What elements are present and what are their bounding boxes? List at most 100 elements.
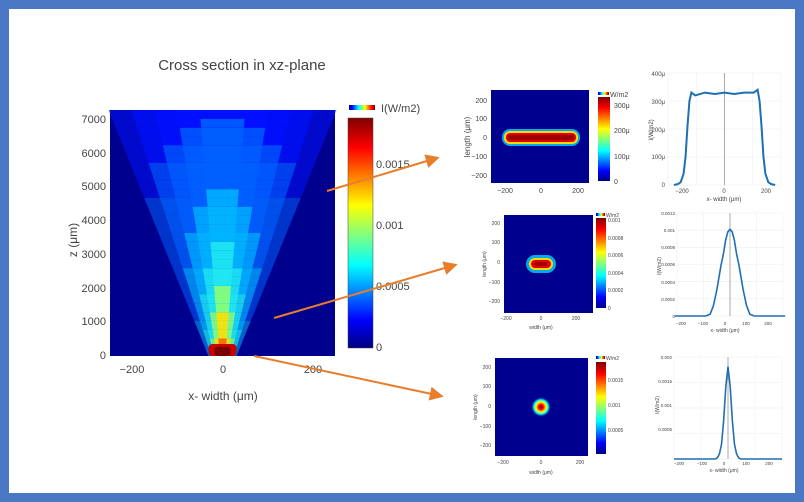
y-tick-label: 0: [100, 350, 106, 362]
x-tick-label: −200: [497, 188, 513, 195]
row2-lineplot: 0.0012 0.001 0.0008 0.0006 0.0004 0.0002…: [657, 211, 786, 334]
arrows: [253, 154, 458, 401]
y-tick-label: 200: [475, 98, 487, 105]
x-axis-title: width (μm): [529, 325, 553, 331]
y-tick-label: 2000: [82, 283, 106, 295]
colorbar-title-swatch: [598, 92, 609, 95]
y-tick-label: 100μ: [652, 155, 666, 161]
y-tick-label: 0: [672, 314, 675, 319]
y-tick-label: 0.001: [661, 403, 673, 408]
heatmap-band: [199, 110, 246, 119]
heatmap-band: [211, 259, 234, 269]
colorbar-tick-label: 100μ: [614, 154, 630, 161]
colorbar-tick-label: 0.0015: [376, 159, 410, 171]
row3-colorbar: [596, 362, 606, 454]
row1-heatmap: 200 100 0 −100 −200 length (μm) −200 0 2…: [463, 90, 630, 195]
heatmap-band: [204, 171, 241, 181]
y-axis-title: z (μm): [66, 223, 80, 257]
row2-heatmap: 200 100 0 −100 −200 length (μm) −200 0 2…: [482, 213, 624, 331]
row1-lineplot: 400μ 300μ 200μ 100μ 0 I(W/m2) −200 0 200…: [649, 72, 782, 203]
x-tick-label: 0: [540, 460, 543, 466]
heatmap-band: [212, 268, 233, 277]
row3-beam-spot: [531, 397, 551, 417]
figure-svg: Cross section in xz-plane 0 1000 2000 30…: [66, 57, 786, 476]
colorbar: [347, 117, 374, 349]
y-tick-label: 0.0004: [661, 280, 675, 285]
colorbar-tick-label: 0.0008: [608, 236, 624, 242]
x-tick-label: −200: [675, 189, 689, 195]
colorbar-tick-label: 200μ: [614, 128, 630, 135]
heatmap-band: [215, 303, 230, 313]
y-tick-label: 0.002: [661, 355, 673, 360]
y-tick-label: 100: [483, 384, 492, 390]
y-tick-label: 0.001: [664, 228, 676, 233]
x-tick-label: −200: [120, 364, 145, 376]
colorbar-tick-label: 0.0004: [608, 271, 624, 277]
y-tick-label: −100: [471, 154, 487, 161]
row2-colorbar: [596, 218, 606, 308]
heatmap-bands: [108, 110, 337, 356]
y-tick-label: 0.0008: [661, 245, 675, 250]
x-tick-label: −100: [697, 461, 708, 466]
colorbar-tick-label: 0: [614, 179, 618, 186]
y-axis-title: I(W/m2): [657, 257, 663, 275]
colorbar-tick-label: 0.001: [608, 403, 621, 409]
row2-profile-line: [674, 228, 786, 317]
heatmap-band: [217, 329, 228, 339]
x-tick-label: −200: [674, 461, 685, 466]
y-tick-label: 0.0005: [658, 427, 672, 432]
colorbar-tick-label: 0.0015: [608, 378, 624, 384]
colorbar-tick-label: 0.0006: [608, 253, 624, 259]
y-tick-label: 0: [497, 260, 500, 266]
row1-beam-peak: [508, 135, 574, 140]
y-tick-label: 0: [483, 135, 487, 142]
x-tick-label: 200: [761, 189, 772, 195]
y-tick-label: 0.0015: [658, 379, 672, 384]
y-axis-title: length (μm): [463, 116, 472, 157]
x-tick-label: −200: [676, 321, 687, 326]
colorbar-tick-label: 0: [608, 306, 611, 312]
heatmap-band: [208, 215, 237, 225]
x-tick-label: 200: [572, 188, 584, 195]
x-tick-label: 100: [742, 461, 750, 466]
y-axis-title: length (μm): [473, 394, 479, 420]
row2-beam-peak: [535, 262, 547, 266]
colorbar-tick-label: 0.0005: [376, 281, 410, 293]
heatmap-band: [200, 118, 245, 128]
colorbar-title: I(W/m2): [381, 103, 420, 115]
y-tick-label: −100: [489, 280, 500, 286]
y-tick-label: 100: [492, 240, 501, 246]
colorbar-title-swatch: [596, 356, 605, 359]
x-tick-label: 0: [220, 364, 226, 376]
x-axis-title: x- width (μm): [188, 389, 258, 403]
heatmap-band: [214, 294, 231, 304]
colorbar-tick-label: 0.0005: [608, 428, 624, 434]
y-tick-label: 300μ: [652, 100, 666, 106]
x-tick-label: 200: [765, 461, 773, 466]
y-tick-label: 200: [483, 365, 492, 371]
x-tick-label: 100: [742, 321, 750, 326]
heatmap-band: [216, 312, 229, 321]
y-tick-label: 0: [488, 404, 491, 410]
source-spot-core: [214, 347, 231, 356]
colorbar-tick-label: 0.0002: [608, 288, 624, 294]
y-tick-label: −200: [471, 173, 487, 180]
arrow-to-row1: [326, 154, 440, 192]
row1-profile-line: [673, 88, 776, 186]
y-tick-label: 7000: [82, 114, 106, 126]
colorbar-tick-label: 300μ: [614, 103, 630, 110]
arrow-to-row2: [273, 261, 458, 319]
y-tick-label: 0.0006: [661, 262, 675, 267]
arrow-to-row3: [253, 355, 444, 401]
x-axis-title: x- width (μm): [707, 197, 742, 203]
colorbar-title-swatch: [596, 213, 605, 216]
y-tick-label: 5000: [82, 181, 106, 193]
row3-heatmap: 200 100 0 −100 −200 length (μm) −200 0 2…: [473, 356, 624, 476]
y-tick-label: 6000: [82, 148, 106, 160]
x-tick-label: 0: [724, 321, 727, 326]
heatmap-band: [203, 153, 242, 163]
x-axis-title: x- width (μm): [710, 468, 739, 474]
heatmap-band: [206, 197, 239, 207]
y-tick-labels: 0 1000 2000 3000 4000 5000 6000 7000: [82, 114, 106, 362]
y-tick-label: 200: [492, 221, 501, 227]
